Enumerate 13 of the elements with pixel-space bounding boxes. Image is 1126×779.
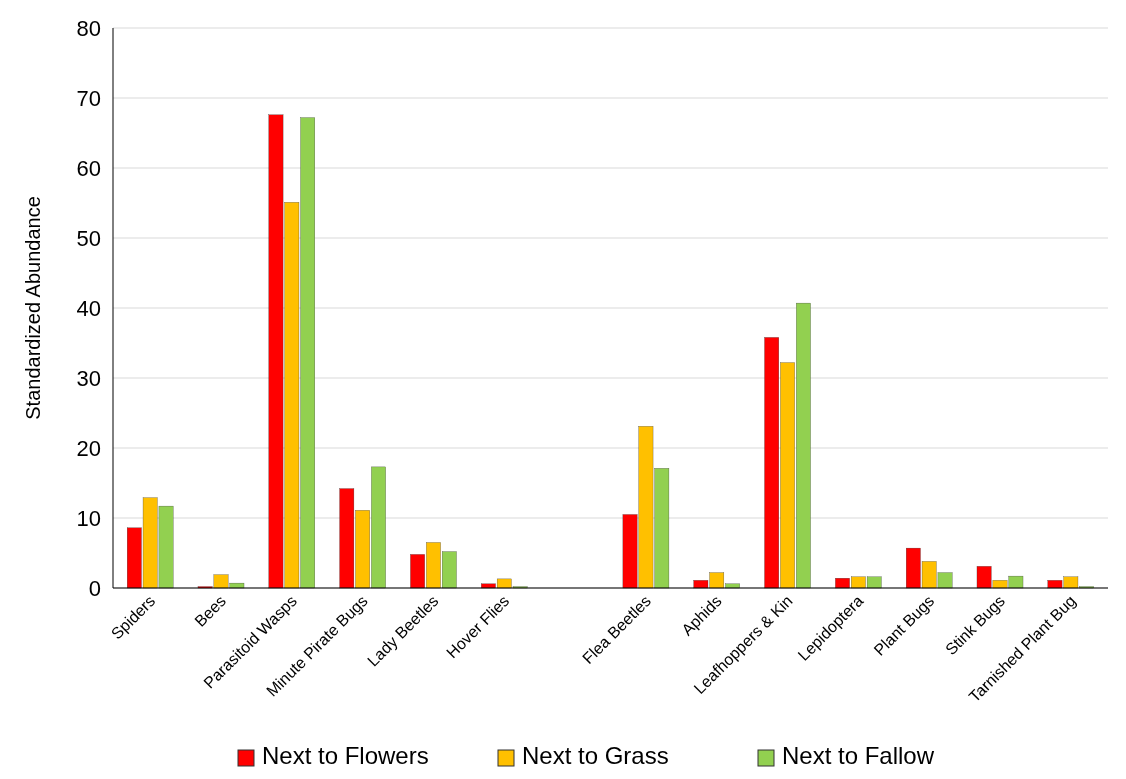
y-tick-label: 10	[76, 505, 101, 531]
legend-label: Next to Flowers	[262, 742, 429, 769]
y-tick-label: 20	[76, 435, 101, 461]
y-tick-label: 60	[76, 155, 101, 181]
y-tick-label: 30	[76, 365, 101, 391]
y-tick-label: 80	[76, 15, 101, 41]
legend-label: Next to Fallow	[782, 742, 935, 769]
y-tick-label: 70	[76, 85, 101, 111]
y-tick-label: 40	[76, 295, 101, 321]
y-tick-label: 50	[76, 225, 101, 251]
y-axis-title: Standardized Abundance	[22, 196, 44, 420]
y-tick-label: 0	[88, 575, 101, 601]
legend-label: Next to Grass	[522, 742, 669, 769]
